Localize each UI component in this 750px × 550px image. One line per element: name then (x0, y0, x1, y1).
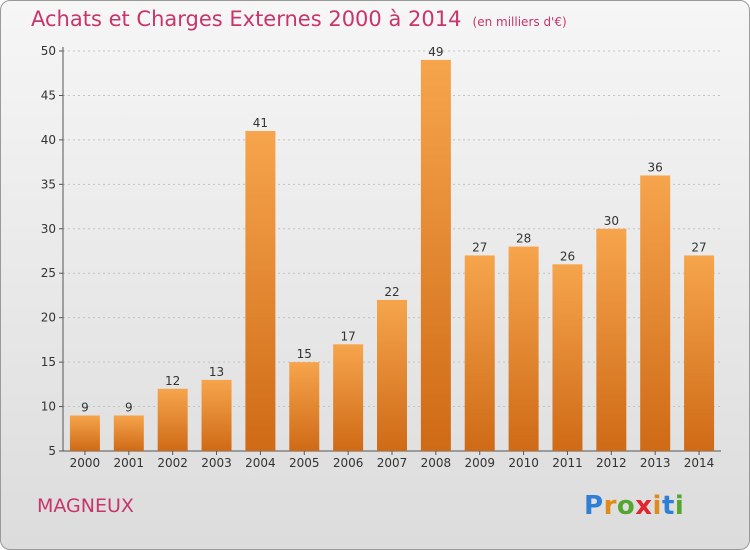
data-label: 28 (516, 232, 531, 246)
y-tick-label: 30 (41, 222, 56, 236)
bar (552, 264, 583, 451)
x-tick-label: 2012 (596, 456, 627, 470)
bars (69, 59, 715, 452)
y-tick-label: 20 (41, 311, 56, 325)
bar (464, 255, 495, 451)
x-tick-label: 2008 (421, 456, 452, 470)
data-label: 12 (165, 374, 180, 388)
logo-letter: i (674, 491, 685, 521)
data-label: 49 (428, 45, 443, 59)
y-tick-label: 25 (41, 266, 56, 280)
data-label: 30 (604, 214, 619, 228)
bar (201, 379, 232, 451)
axes: 5 10 15 20 25 30 35 40 45 50 2000 2001 2002 2003 2004 2… (41, 44, 721, 470)
bar (508, 246, 539, 451)
labels: 9 9 12 13 41 15 17 22 49 27 28 26 30 36 27 (81, 45, 707, 415)
data-label: 27 (472, 240, 487, 254)
bar (245, 131, 276, 451)
x-tick-label: 2003 (201, 456, 232, 470)
commune-name: MAGNEUX (37, 495, 134, 517)
logo-letter: x (635, 491, 653, 521)
bar (69, 415, 100, 451)
data-label: 22 (384, 285, 399, 299)
y-tick-label: 50 (41, 44, 56, 58)
logo-letter: i (652, 491, 662, 521)
data-label: 9 (125, 400, 133, 414)
x-tick-label: 2010 (508, 456, 539, 470)
bar (289, 362, 320, 451)
x-tick-label: 2005 (289, 456, 320, 470)
x-tick-label: 2014 (684, 456, 715, 470)
data-label: 41 (253, 116, 268, 130)
logo-letter: o (616, 491, 636, 521)
y-tick-label: 5 (48, 444, 56, 458)
x-tick-label: 2001 (114, 456, 145, 470)
proxiti-logo: Proxiti (584, 491, 684, 521)
chart-title-block: Achats et Charges Externes 2000 à 2014 (… (31, 7, 567, 31)
bar (333, 344, 364, 451)
x-tick-label: 2011 (552, 456, 583, 470)
data-label: 27 (691, 240, 706, 254)
logo-letter: r (603, 491, 617, 521)
y-tick-label: 35 (41, 177, 56, 191)
data-label: 15 (297, 347, 312, 361)
bar (420, 59, 451, 452)
data-label: 17 (340, 329, 355, 343)
logo-letter: P (584, 491, 604, 521)
y-tick-label: 40 (41, 133, 56, 147)
x-tick-label: 2002 (157, 456, 188, 470)
x-tick-label: 2013 (640, 456, 671, 470)
x-tick-label: 2000 (70, 456, 101, 470)
bar (377, 299, 407, 451)
data-label: 13 (209, 365, 224, 379)
data-label: 36 (648, 160, 663, 174)
bar (640, 175, 671, 451)
x-tick-label: 2009 (464, 456, 495, 470)
data-label: 9 (81, 400, 89, 414)
x-tick-label: 2007 (377, 456, 408, 470)
bar (684, 255, 715, 451)
logo-letter: t (661, 491, 675, 521)
chart-unit: (en milliers d'€) (472, 15, 567, 29)
y-tick-label: 45 (41, 88, 56, 102)
data-label: 26 (560, 249, 575, 263)
bar (113, 415, 144, 451)
bar (157, 388, 188, 451)
x-tick-label: 2006 (333, 456, 364, 470)
y-tick-label: 10 (41, 400, 56, 414)
bar (596, 228, 627, 451)
x-tick-label: 2004 (245, 456, 276, 470)
y-tick-label: 15 (41, 355, 56, 369)
chart-title: Achats et Charges Externes 2000 à 2014 (31, 7, 462, 31)
